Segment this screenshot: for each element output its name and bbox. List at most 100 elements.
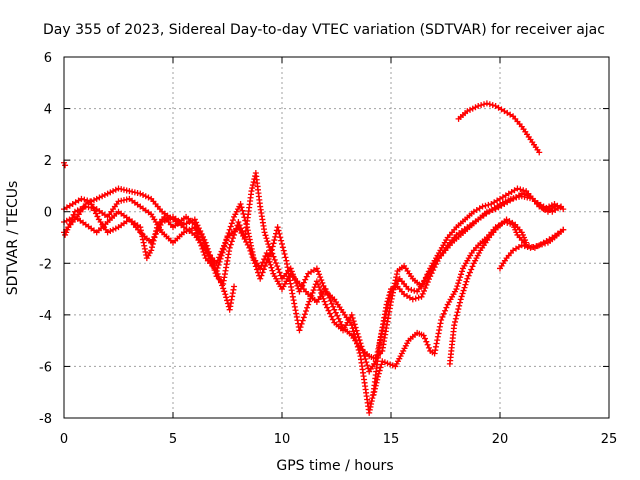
data-point-marker <box>300 279 307 286</box>
data-point-marker <box>216 258 223 265</box>
data-point-marker <box>198 242 205 249</box>
data-point-marker <box>201 252 208 259</box>
data-point-marker <box>374 352 381 359</box>
data-point-marker <box>320 282 327 289</box>
data-point-marker <box>263 235 270 242</box>
data-point-marker <box>192 227 199 234</box>
data-point-marker <box>112 186 119 193</box>
y-tick-label: 6 <box>44 51 52 66</box>
data-point-marker <box>462 281 469 288</box>
data-point-marker <box>472 104 479 111</box>
data-point-marker <box>546 203 553 210</box>
data-point-marker <box>374 373 381 380</box>
data-point-marker <box>423 282 430 289</box>
data-point-marker <box>370 391 377 398</box>
data-point-marker <box>252 263 259 270</box>
data-point-marker <box>356 350 363 357</box>
data-point-marker <box>277 234 284 241</box>
data-point-marker <box>69 214 76 221</box>
data-point-marker <box>317 287 324 294</box>
data-point-marker <box>543 204 550 211</box>
data-point-marker <box>316 284 323 291</box>
data-point-marker <box>328 300 335 307</box>
data-point-marker <box>332 309 339 316</box>
data-point-marker <box>180 221 187 228</box>
series-line <box>449 218 527 364</box>
data-point-marker <box>411 287 418 294</box>
data-point-marker <box>376 367 383 374</box>
data-point-marker <box>296 327 303 334</box>
data-point-marker <box>81 196 88 203</box>
data-point-marker <box>205 248 212 255</box>
data-point-marker <box>517 186 524 193</box>
data-point-marker <box>107 189 114 196</box>
data-point-marker <box>393 274 400 281</box>
data-point-marker <box>137 190 144 197</box>
data-point-marker <box>385 295 392 302</box>
y-tick-label: 0 <box>44 206 52 221</box>
data-point-marker <box>249 182 256 189</box>
data-point-marker <box>87 198 94 205</box>
data-point-marker <box>246 236 253 243</box>
data-point-marker <box>521 243 528 250</box>
data-point-marker <box>183 220 190 227</box>
data-point-marker <box>419 290 426 297</box>
data-point-marker <box>456 277 463 284</box>
data-point-marker <box>452 318 459 325</box>
data-point-marker <box>539 241 546 248</box>
data-point-marker <box>456 302 463 309</box>
data-point-marker <box>249 254 256 261</box>
data-point-marker <box>306 298 313 305</box>
data-point-marker <box>70 211 77 218</box>
data-point-marker <box>458 271 465 278</box>
data-point-marker <box>110 188 117 195</box>
x-tick-label: 25 <box>601 432 618 447</box>
data-point-marker <box>203 242 210 249</box>
data-point-marker <box>200 248 207 255</box>
data-point-marker <box>348 322 355 329</box>
data-point-marker <box>464 275 471 282</box>
data-point-marker <box>104 190 111 197</box>
data-point-marker <box>107 228 114 235</box>
data-point-marker <box>469 105 476 112</box>
data-point-marker <box>409 296 416 303</box>
data-point-marker <box>223 294 230 301</box>
data-point-marker <box>464 108 471 115</box>
data-point-marker <box>279 240 285 247</box>
data-point-marker <box>267 261 274 268</box>
data-point-marker <box>161 217 168 224</box>
data-point-marker <box>418 293 425 300</box>
data-point-marker <box>350 318 357 325</box>
data-point-marker <box>199 245 206 252</box>
data-point-marker <box>465 272 472 279</box>
y-tick-label: -4 <box>39 309 52 324</box>
data-point-marker <box>249 185 256 192</box>
data-point-marker <box>351 321 358 328</box>
data-point-marker <box>260 266 267 273</box>
data-point-marker <box>305 301 312 308</box>
data-point-marker <box>110 226 117 233</box>
data-point-marker <box>321 285 328 292</box>
data-point-marker <box>457 296 464 303</box>
data-point-marker <box>478 102 485 109</box>
data-point-marker <box>74 207 81 214</box>
data-point-marker <box>289 293 296 300</box>
data-point-marker <box>499 199 506 206</box>
data-point-marker <box>405 286 412 293</box>
data-point-marker <box>191 224 198 231</box>
data-point-marker <box>250 257 257 264</box>
data-point-marker <box>226 244 233 251</box>
data-point-marker <box>317 274 324 281</box>
data-point-marker <box>459 268 466 275</box>
data-point-marker <box>84 197 91 204</box>
data-point-marker <box>274 263 281 270</box>
data-point-marker <box>437 320 444 327</box>
data-point-marker <box>482 202 489 209</box>
data-point-marker <box>530 243 537 250</box>
series-trace-g <box>497 226 567 272</box>
data-point-marker <box>310 287 317 294</box>
data-point-marker <box>527 244 534 251</box>
data-point-marker <box>432 347 439 354</box>
data-point-marker <box>536 242 543 249</box>
data-point-marker <box>264 238 271 245</box>
